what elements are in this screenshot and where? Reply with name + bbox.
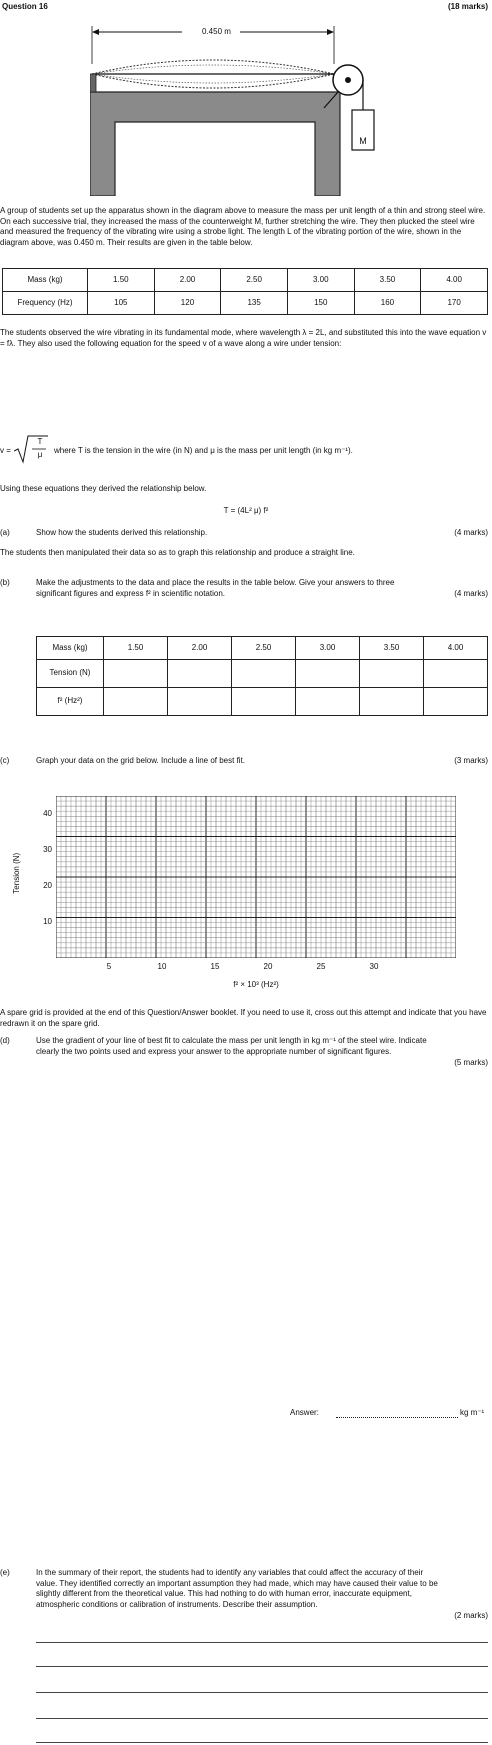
- table2-mass-header: Mass (kg): [36, 636, 104, 660]
- part-a-label: (a): [0, 528, 10, 537]
- answer-unit: kg m⁻¹: [460, 1408, 485, 1417]
- table1-mass-cell: 3.00: [286, 268, 355, 292]
- f2-input-cell[interactable]: [231, 687, 296, 716]
- table2-mass-cell: 4.00: [423, 636, 488, 660]
- table1-mass-cell: 4.00: [420, 268, 488, 292]
- table2-mass-cell: 2.50: [231, 636, 296, 660]
- part-e-label: (e): [0, 1568, 10, 1577]
- table1-mass-cell: 1.50: [87, 268, 155, 292]
- y-tick-label: 40: [43, 809, 52, 818]
- x-tick-label: 5: [106, 962, 112, 971]
- f2-input-cell[interactable]: [167, 687, 232, 716]
- counterweight-mass: [351, 109, 375, 151]
- table1-mass-cell: 2.50: [220, 268, 288, 292]
- table1-frequency-cell: 170: [420, 291, 488, 315]
- table1-frequency-cell: 120: [153, 291, 222, 315]
- f2-input-cell[interactable]: [295, 687, 360, 716]
- formula-description: where T is the tension in the wire (in N…: [54, 446, 353, 455]
- question-total-marks: (18 marks): [447, 2, 488, 11]
- graph-grid[interactable]: [56, 796, 456, 958]
- table2-tension-header: Tension (N): [36, 659, 104, 688]
- tension-input-cell[interactable]: [231, 659, 296, 688]
- wire-envelope-upper: [91, 59, 335, 75]
- answer-writing-line[interactable]: [36, 1666, 488, 1667]
- tension-input-cell[interactable]: [359, 659, 424, 688]
- table2-mass-cell: 3.00: [295, 636, 360, 660]
- wave-paragraph: The students observed the wire vibrating…: [0, 328, 487, 348]
- f2-input-cell[interactable]: [423, 687, 488, 716]
- formula-v: v =: [0, 446, 11, 455]
- derivation-paragraph: Using these equations they derived the r…: [0, 484, 207, 493]
- tension-input-cell[interactable]: [103, 659, 168, 688]
- x-tick-label: 15: [210, 962, 220, 971]
- x-tick-label: 25: [316, 962, 326, 971]
- results-table: Mass (kg) 1.50 2.00 2.50 3.00 3.50 4.00 …: [2, 268, 488, 315]
- part-c-marks: (3 marks): [454, 756, 488, 765]
- table1-mass-cell: 3.50: [353, 268, 422, 292]
- table1-mass-header: Mass (kg): [2, 268, 88, 292]
- part-b-text: Make the adjustments to the data and pla…: [36, 578, 395, 598]
- x-tick-label: 20: [263, 962, 273, 971]
- answer-writing-line[interactable]: [36, 1742, 488, 1743]
- y-axis-label-wrapper: Tension (N): [10, 820, 24, 930]
- answer-writing-line[interactable]: [36, 1642, 488, 1643]
- relationship-equation: T = (4L² μ) f²: [223, 506, 269, 515]
- answer-line[interactable]: [336, 1417, 458, 1418]
- part-e-text: In the summary of their report, the stud…: [36, 1568, 438, 1609]
- part-a-text: Show how the students derived this relat…: [36, 528, 208, 537]
- f2-input-cell[interactable]: [359, 687, 424, 716]
- mass-label: M: [359, 136, 367, 146]
- part-e-marks: (2 marks): [454, 1611, 488, 1620]
- y-tick-label: 10: [43, 917, 52, 926]
- question-number: Question 16: [2, 2, 48, 11]
- part-c-label: (c): [0, 756, 10, 765]
- part-b-marks: (4 marks): [454, 589, 488, 598]
- answer-writing-line[interactable]: [36, 1718, 488, 1719]
- part-d-label: (d): [0, 1036, 10, 1045]
- wire-envelope-lower: [91, 73, 335, 89]
- part-c-text: Graph your data on the grid below. Inclu…: [36, 756, 246, 765]
- y-axis-label: Tension (N): [11, 852, 21, 894]
- answer-label: Answer:: [290, 1408, 319, 1417]
- tension-input-cell[interactable]: [423, 659, 488, 688]
- f2-input-cell[interactable]: [103, 687, 168, 716]
- formula-denominator: μ: [37, 450, 43, 459]
- tension-input-cell[interactable]: [295, 659, 360, 688]
- y-tick-label: 20: [43, 881, 52, 890]
- table2-mass-cell: 1.50: [103, 636, 168, 660]
- table1-frequency-cell: 105: [87, 291, 155, 315]
- square-root-sign: [14, 435, 48, 464]
- table1-mass-cell: 2.00: [153, 268, 222, 292]
- part-a-marks: (4 marks): [454, 528, 488, 537]
- tension-input-cell[interactable]: [167, 659, 232, 688]
- x-tick-label: 10: [157, 962, 167, 971]
- table2-mass-cell: 3.50: [359, 636, 424, 660]
- bench: [90, 91, 341, 196]
- part-d-text: Use the gradient of your line of best fi…: [36, 1036, 427, 1056]
- x-axis-label: f² × 10³ (Hz²): [233, 980, 279, 989]
- length-label: 0.450 m: [200, 27, 233, 38]
- table1-frequency-cell: 160: [353, 291, 422, 315]
- y-tick-label: 30: [43, 845, 52, 854]
- formula-numerator: T: [37, 437, 43, 446]
- table2-f2-header: f² (Hz²): [36, 687, 104, 716]
- manipulation-paragraph: The students then manipulated their data…: [0, 548, 355, 557]
- intro-paragraph: A group of students set up the apparatus…: [0, 206, 486, 247]
- answer-writing-line[interactable]: [36, 1692, 488, 1693]
- apparatus-diagram: [90, 26, 375, 196]
- adjusted-data-table: Mass (kg) 1.50 2.00 2.50 3.00 3.50 4.00 …: [36, 636, 488, 716]
- table1-frequency-header: Frequency (Hz): [2, 291, 88, 315]
- table1-frequency-cell: 135: [220, 291, 288, 315]
- table2-mass-cell: 2.00: [167, 636, 232, 660]
- x-tick-label: 30: [369, 962, 379, 971]
- part-b-label: (b): [0, 578, 10, 587]
- part-d-marks: (5 marks): [454, 1058, 488, 1067]
- table1-frequency-cell: 150: [286, 291, 355, 315]
- spare-grid-note: A spare grid is provided at the end of t…: [0, 1008, 487, 1028]
